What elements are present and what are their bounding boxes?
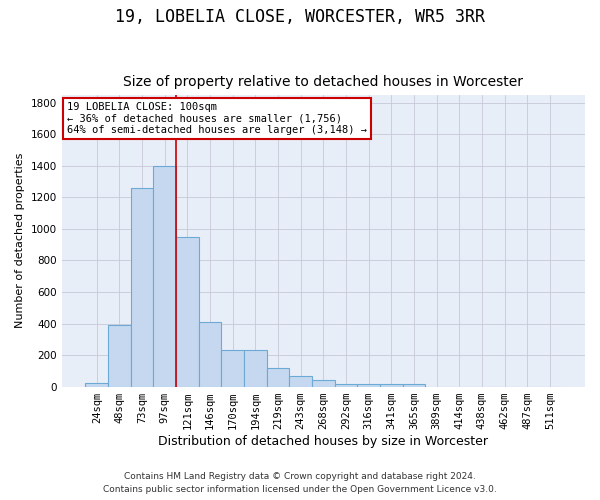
Bar bbox=[358, 384, 380, 386]
Bar bbox=[266, 368, 289, 386]
Bar bbox=[312, 380, 335, 386]
Bar bbox=[176, 237, 199, 386]
Y-axis label: Number of detached properties: Number of detached properties bbox=[15, 153, 25, 328]
Text: 19 LOBELIA CLOSE: 100sqm
← 36% of detached houses are smaller (1,756)
64% of sem: 19 LOBELIA CLOSE: 100sqm ← 36% of detach… bbox=[67, 102, 367, 136]
Bar bbox=[154, 166, 176, 386]
Bar bbox=[403, 384, 425, 386]
Bar bbox=[221, 350, 244, 387]
Bar bbox=[289, 376, 312, 386]
Bar bbox=[335, 384, 358, 386]
Bar bbox=[380, 384, 403, 386]
X-axis label: Distribution of detached houses by size in Worcester: Distribution of detached houses by size … bbox=[158, 434, 488, 448]
Bar bbox=[85, 382, 108, 386]
Bar bbox=[199, 322, 221, 386]
Bar bbox=[108, 325, 131, 386]
Text: 19, LOBELIA CLOSE, WORCESTER, WR5 3RR: 19, LOBELIA CLOSE, WORCESTER, WR5 3RR bbox=[115, 8, 485, 26]
Bar bbox=[244, 350, 266, 386]
Bar bbox=[131, 188, 154, 386]
Text: Contains HM Land Registry data © Crown copyright and database right 2024.
Contai: Contains HM Land Registry data © Crown c… bbox=[103, 472, 497, 494]
Title: Size of property relative to detached houses in Worcester: Size of property relative to detached ho… bbox=[124, 76, 523, 90]
